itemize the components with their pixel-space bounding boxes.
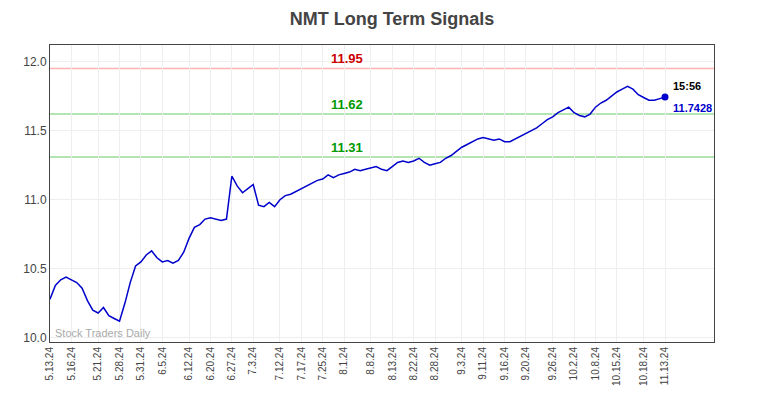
svg-text:5.31.24: 5.31.24 (135, 347, 146, 381)
svg-text:5.16.24: 5.16.24 (66, 347, 77, 381)
svg-text:8.1.24: 8.1.24 (338, 347, 349, 375)
svg-text:10.15.24: 10.15.24 (611, 347, 622, 386)
svg-text:10.2.24: 10.2.24 (568, 347, 579, 381)
svg-text:12.0: 12.0 (23, 55, 47, 69)
svg-text:6.5.24: 6.5.24 (157, 347, 168, 375)
svg-text:Stock Traders Daily: Stock Traders Daily (55, 327, 151, 339)
svg-text:7.25.24: 7.25.24 (317, 347, 328, 381)
svg-text:5.21.24: 5.21.24 (92, 347, 103, 381)
svg-text:8.13.24: 8.13.24 (387, 347, 398, 381)
svg-text:8.28.24: 8.28.24 (429, 347, 440, 381)
svg-text:11.13.24: 11.13.24 (659, 347, 670, 386)
svg-text:11.95: 11.95 (331, 51, 363, 66)
svg-text:15:56: 15:56 (673, 80, 701, 92)
svg-text:10.18.24: 10.18.24 (638, 347, 649, 386)
svg-text:8.22.24: 8.22.24 (408, 347, 419, 381)
svg-text:11.5: 11.5 (24, 124, 47, 138)
svg-text:10.5: 10.5 (23, 262, 47, 276)
svg-text:5.13.24: 5.13.24 (44, 347, 55, 381)
svg-text:10.0: 10.0 (23, 331, 47, 345)
svg-text:9.20.24: 9.20.24 (520, 347, 531, 381)
svg-text:NMT Long Term Signals: NMT Long Term Signals (290, 9, 495, 29)
svg-text:7.3.24: 7.3.24 (247, 347, 258, 375)
svg-text:10.8.24: 10.8.24 (590, 347, 601, 381)
svg-text:9.16.24: 9.16.24 (499, 347, 510, 381)
svg-text:9.26.24: 9.26.24 (547, 347, 558, 381)
svg-text:9.11.24: 9.11.24 (477, 347, 488, 380)
svg-text:11.7428: 11.7428 (673, 102, 712, 114)
svg-text:11.62: 11.62 (331, 97, 363, 112)
svg-text:9.3.24: 9.3.24 (456, 347, 467, 375)
svg-text:6.12.24: 6.12.24 (183, 347, 194, 381)
svg-text:5.28.24: 5.28.24 (114, 347, 125, 381)
svg-text:7.12.24: 7.12.24 (274, 347, 285, 381)
svg-text:6.20.24: 6.20.24 (205, 347, 216, 381)
svg-text:8.8.24: 8.8.24 (365, 347, 376, 375)
svg-text:11.31: 11.31 (331, 140, 363, 155)
svg-text:11.0: 11.0 (24, 193, 47, 207)
svg-text:7.17.24: 7.17.24 (296, 347, 307, 381)
svg-text:6.27.24: 6.27.24 (226, 347, 237, 381)
